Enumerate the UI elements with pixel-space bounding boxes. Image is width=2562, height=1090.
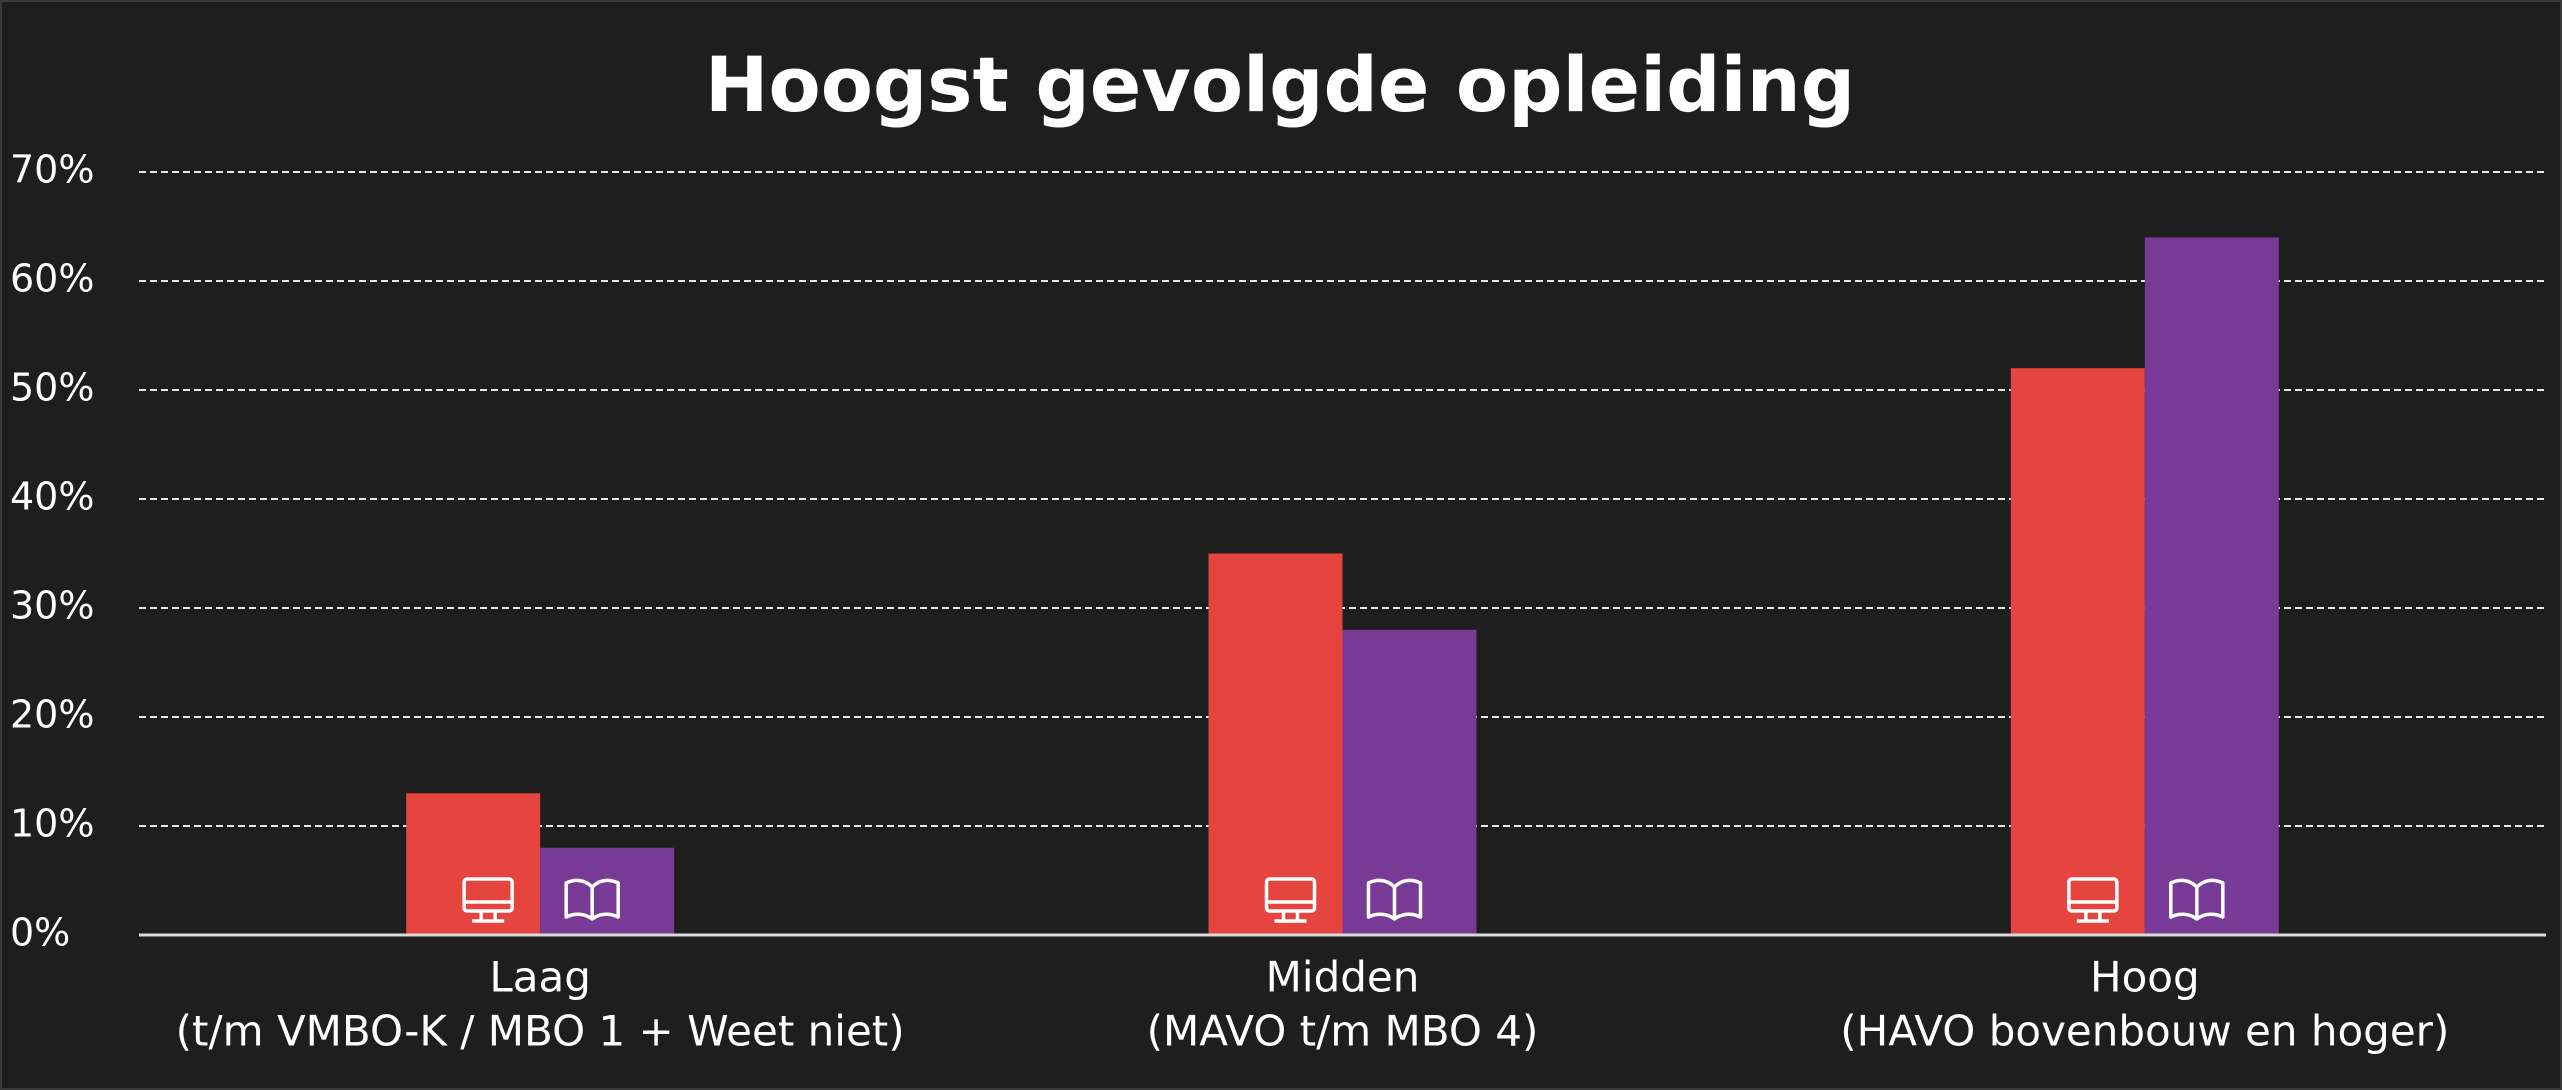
book-icon (2169, 878, 2225, 921)
icon-part (2169, 878, 2225, 921)
bar (2010, 368, 2145, 935)
y-tick-label: 40% (10, 475, 94, 519)
bar (540, 847, 675, 935)
chart-title: Hoogst gevolgde opleiding (705, 40, 1855, 129)
y-tick-label: 10% (10, 802, 94, 846)
y-tick-label: 50% (10, 366, 94, 410)
x-tick-description: (HAVO bovenbouw en hoger) (1840, 1007, 2449, 1056)
icon-part (2067, 877, 2119, 913)
x-tick-label: Laag (489, 953, 591, 1002)
x-tick-description: (t/m VMBO-K / MBO 1 + Weet niet) (176, 1007, 905, 1056)
y-tick-label: 60% (10, 257, 94, 301)
book-icon (1366, 878, 1423, 921)
icon-part (462, 877, 514, 913)
y-tick-label: 30% (10, 584, 94, 628)
y-tick-label: 70% (10, 148, 94, 192)
bar (406, 793, 541, 935)
icon-part (564, 878, 620, 921)
book-icon (564, 878, 620, 921)
y-tick-label: 20% (10, 693, 94, 737)
x-tick-label: Hoog (2090, 953, 2200, 1002)
x-tick-label: Midden (1266, 953, 1420, 1002)
monitor-icon (1264, 877, 1317, 923)
y-tick-label: 0% (10, 911, 70, 955)
icon-part (1366, 878, 1423, 921)
monitor-icon (462, 877, 514, 923)
icon-part (1264, 877, 1317, 913)
bar (1208, 553, 1343, 935)
bar (1342, 629, 1477, 935)
x-tick-description: (MAVO t/m MBO 4) (1147, 1007, 1539, 1056)
monitor-icon (2067, 877, 2119, 923)
bar (2144, 237, 2279, 935)
